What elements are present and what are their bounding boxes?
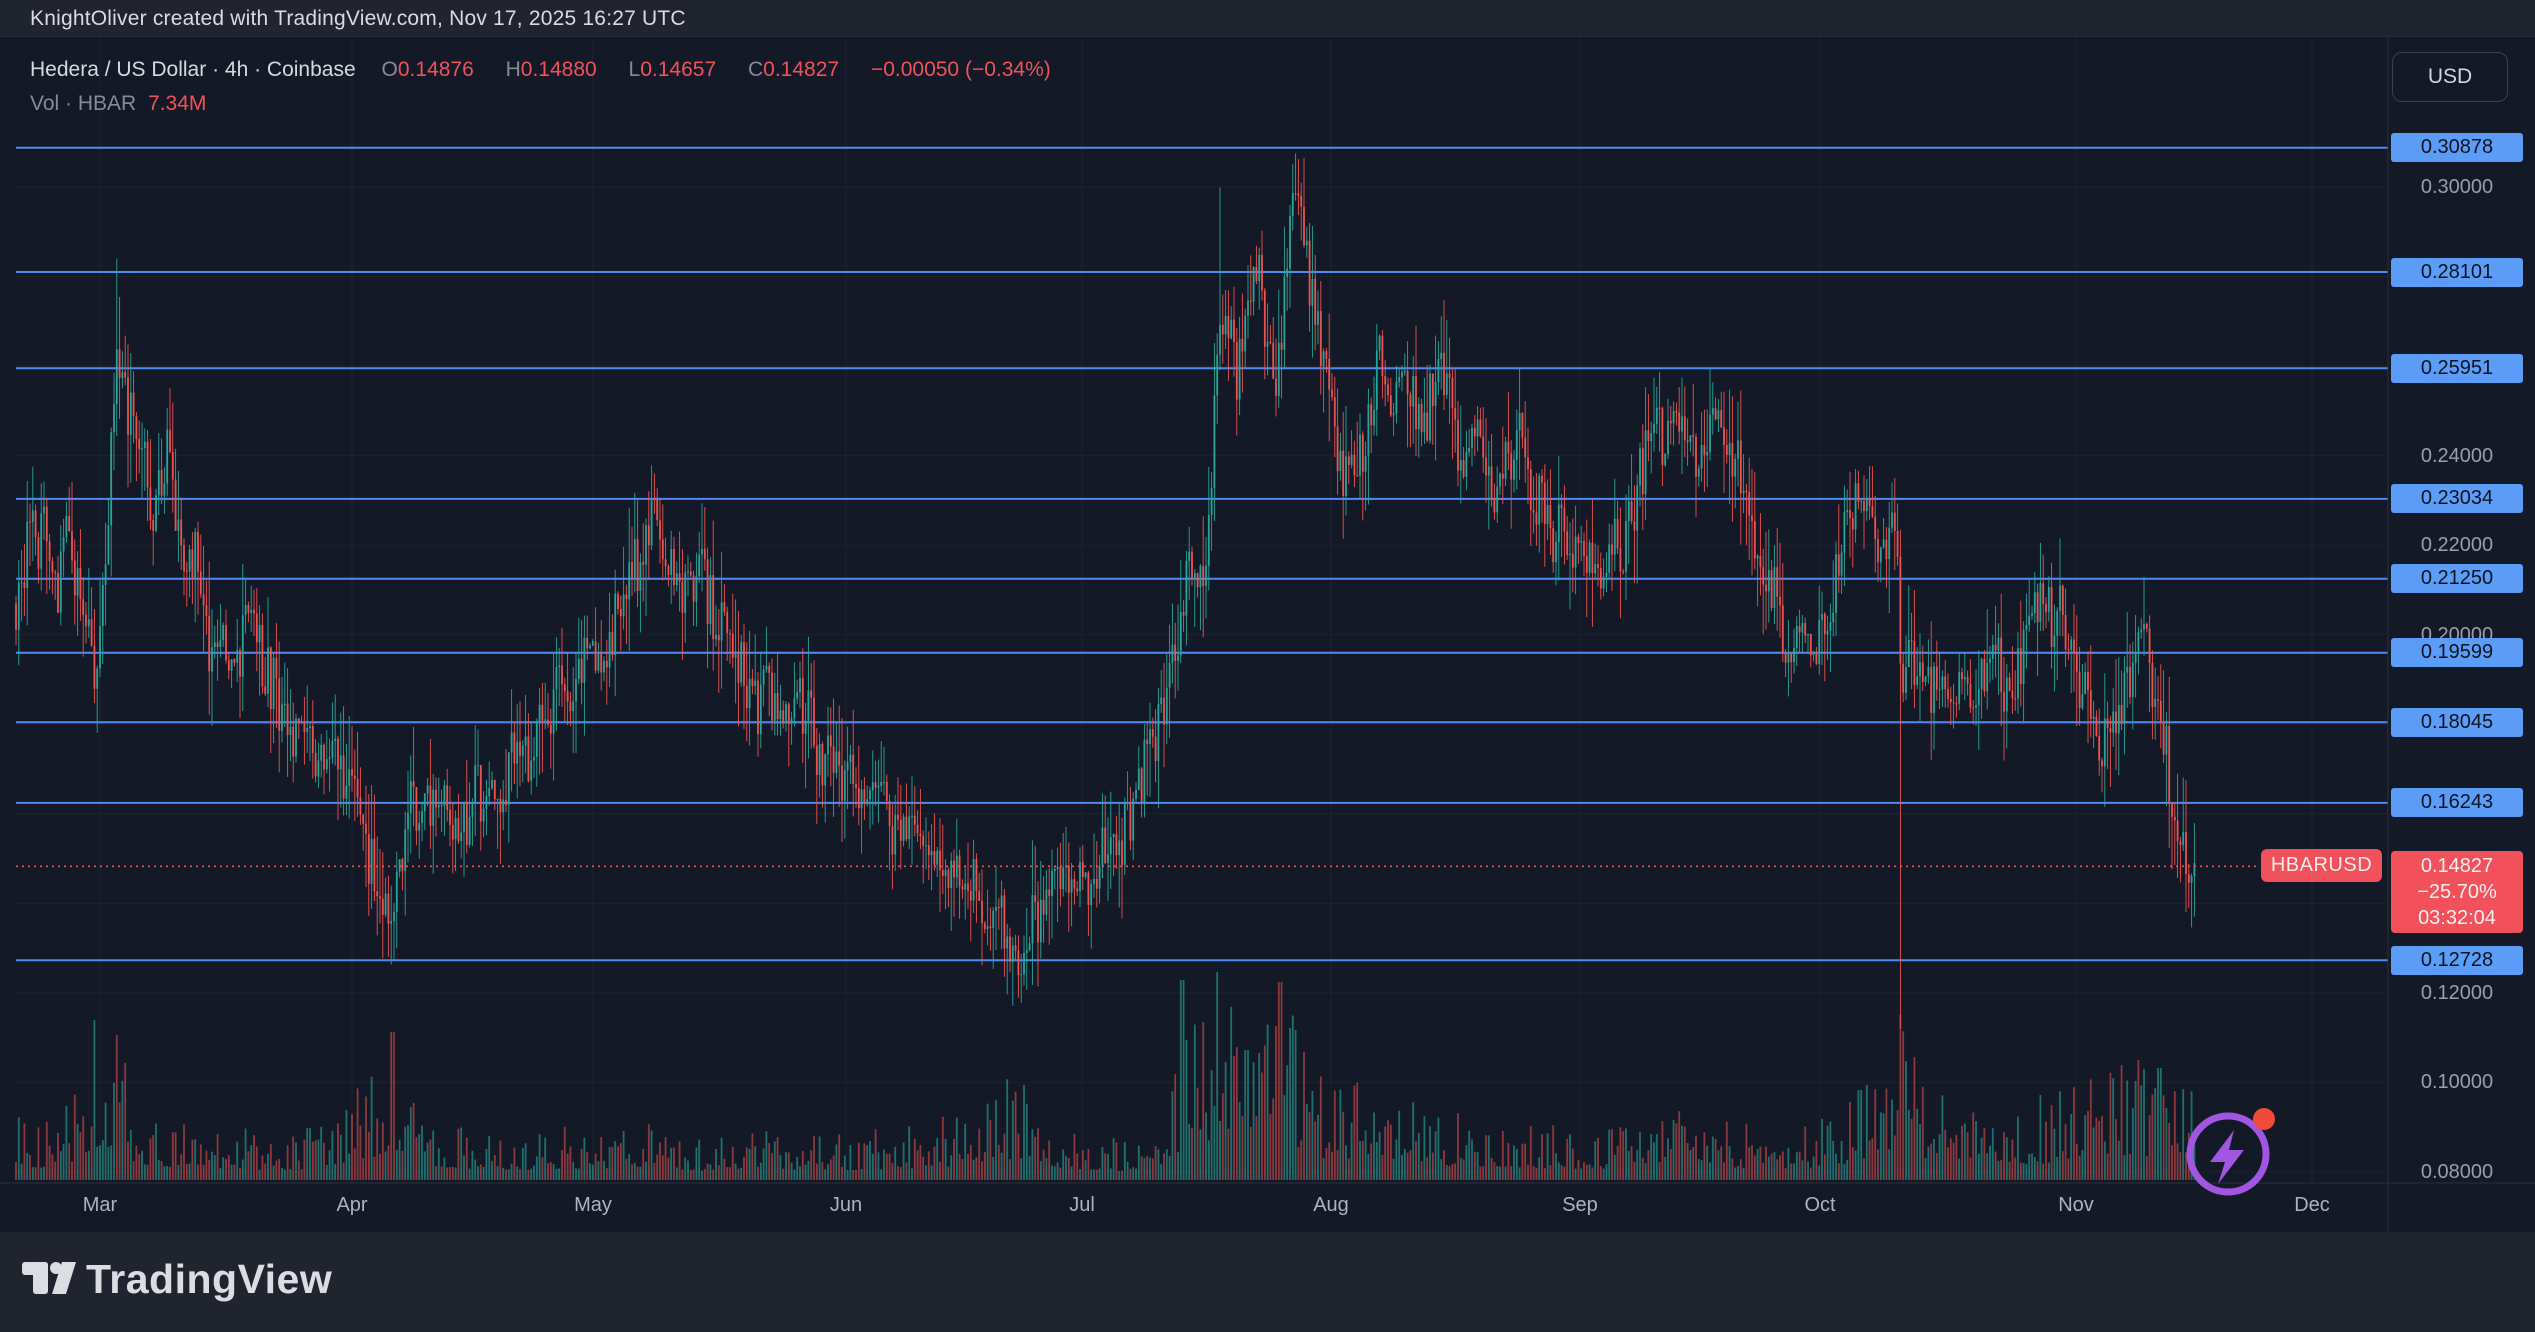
lightning-bolt-icon: [2210, 1130, 2244, 1184]
open-value: 0.14876: [397, 58, 474, 81]
price-axis-label: 0.30000: [2420, 176, 2494, 198]
change-value: −0.00050 (−0.34%): [870, 58, 1051, 81]
flash-ring: [2186, 1112, 2270, 1196]
price-axis-label: 0.10000: [2420, 1071, 2494, 1094]
time-axis-label: Jul: [1069, 1194, 1095, 1216]
price-level-badge[interactable]: 0.28101: [2391, 257, 2523, 287]
price-level-badge[interactable]: 0.18045: [2391, 707, 2523, 737]
price-axis-label: 0.22000: [2420, 534, 2494, 557]
price-level-badge[interactable]: 0.21250: [2391, 564, 2523, 594]
notification-dot: [2253, 1108, 2275, 1130]
price-level-badge[interactable]: 0.25951: [2391, 353, 2523, 383]
time-axis-label: Jun: [829, 1194, 863, 1216]
price-level-badge[interactable]: 0.12728: [2391, 945, 2523, 975]
footer-bar: TradingView: [0, 1232, 2535, 1332]
price-level-badge[interactable]: 0.19599: [2391, 638, 2523, 668]
time-axis-label: Mar: [82, 1194, 118, 1216]
time-axis-label: May: [574, 1194, 612, 1216]
volume-legend-row[interactable]: Vol · HBAR 7.34M: [30, 92, 212, 116]
bar-countdown: 03:32:04: [2418, 907, 2496, 929]
time-axis-label: Nov: [2058, 1194, 2094, 1216]
price-axis-label: 0.08000: [2420, 1160, 2494, 1183]
flash-indicator-icon[interactable]: [2180, 1104, 2300, 1214]
close-value: 0.14827: [763, 58, 840, 81]
symbol-legend-row[interactable]: Hedera / US Dollar · 4h · Coinbase O0.14…: [30, 58, 1057, 82]
price-level-badge[interactable]: 0.16243: [2391, 788, 2523, 818]
time-axis-label: Apr: [336, 1194, 368, 1216]
tradingview-logo-text[interactable]: TradingView: [86, 1256, 333, 1302]
price-axis-label: 0.24000: [2420, 444, 2494, 467]
price-line-symbol-label[interactable]: HBARUSD: [2261, 849, 2382, 882]
current-price-change: −25.70%: [2417, 881, 2497, 903]
low-value: 0.14657: [640, 58, 717, 81]
time-axis-label: Aug: [1313, 1194, 1349, 1216]
price-axis-label: 0.12000: [2420, 981, 2494, 1004]
high-label: H: [505, 58, 521, 81]
current-price-value: 0.14827: [2420, 855, 2494, 877]
price-level-badge[interactable]: 0.23034: [2391, 484, 2523, 514]
current-price-badge[interactable]: 0.14827 −25.70% 03:32:04: [2391, 851, 2523, 933]
header-bar: KnightOliver created with TradingView.co…: [0, 0, 2535, 36]
time-axis-label: Dec: [2294, 1194, 2330, 1216]
price-level-badge[interactable]: 0.30878: [2391, 133, 2523, 163]
time-axis-label: Oct: [1804, 1194, 1836, 1216]
low-label: L: [628, 58, 641, 81]
time-axis-label: Sep: [1562, 1194, 1598, 1216]
currency-toggle-button[interactable]: USD: [2392, 52, 2508, 102]
close-label: C: [748, 58, 764, 81]
volume-label: Vol · HBAR: [30, 92, 137, 115]
high-value: 0.14880: [520, 58, 597, 81]
symbol-title[interactable]: Hedera / US Dollar · 4h · Coinbase: [30, 58, 356, 81]
open-label: O: [381, 58, 398, 81]
volume-value: 7.34M: [148, 92, 207, 115]
tradingview-logo-icon[interactable]: [22, 1260, 84, 1300]
attribution-title: KnightOliver created with TradingView.co…: [30, 7, 686, 30]
